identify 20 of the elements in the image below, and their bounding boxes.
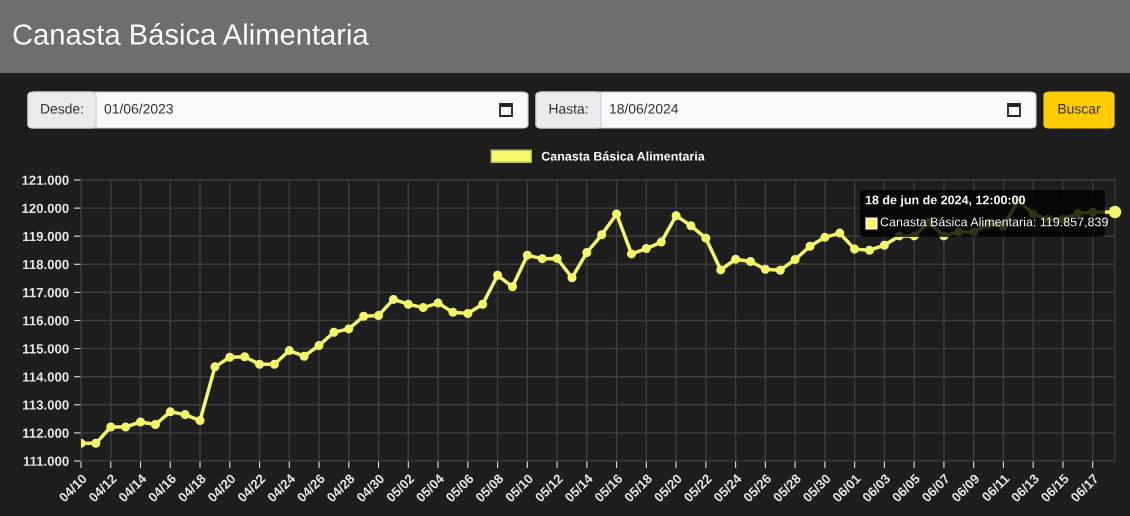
text: Desde: <box>41 103 83 114</box>
y-tick-label: 119.000 <box>23 231 69 242</box>
chart-title: Canasta Básica Alimentaria <box>13 23 369 45</box>
annotation: 18 de jun de 2024, 12:00:00 <box>865 195 1025 207</box>
y-tick-label: 121.000 <box>22 175 69 185</box>
text: Hasta: <box>549 104 588 114</box>
y-tick-label: 116.000 <box>23 316 69 326</box>
y-tick-label: 112.000 <box>23 428 69 438</box>
y-tick-label: 114.000 <box>23 372 69 382</box>
y-tick-label: 118.000 <box>23 259 69 270</box>
legend-label: Canasta Básica Alimentaria <box>541 151 705 161</box>
y-tick-label: 113.000 <box>23 400 69 410</box>
text: 18/06/2024 <box>610 103 679 114</box>
y-tick-label: 115.000 <box>23 344 69 354</box>
y-tick-label: 120.000 <box>22 203 69 214</box>
text: Buscar <box>1058 104 1101 114</box>
y-tick-label: 117.000 <box>23 287 69 298</box>
y-tick-label: 111.000 <box>23 456 69 466</box>
annotation: Canasta Básica Alimentaria: 119.857,839 <box>880 217 1108 228</box>
text: 01/06/2023 <box>104 103 173 114</box>
